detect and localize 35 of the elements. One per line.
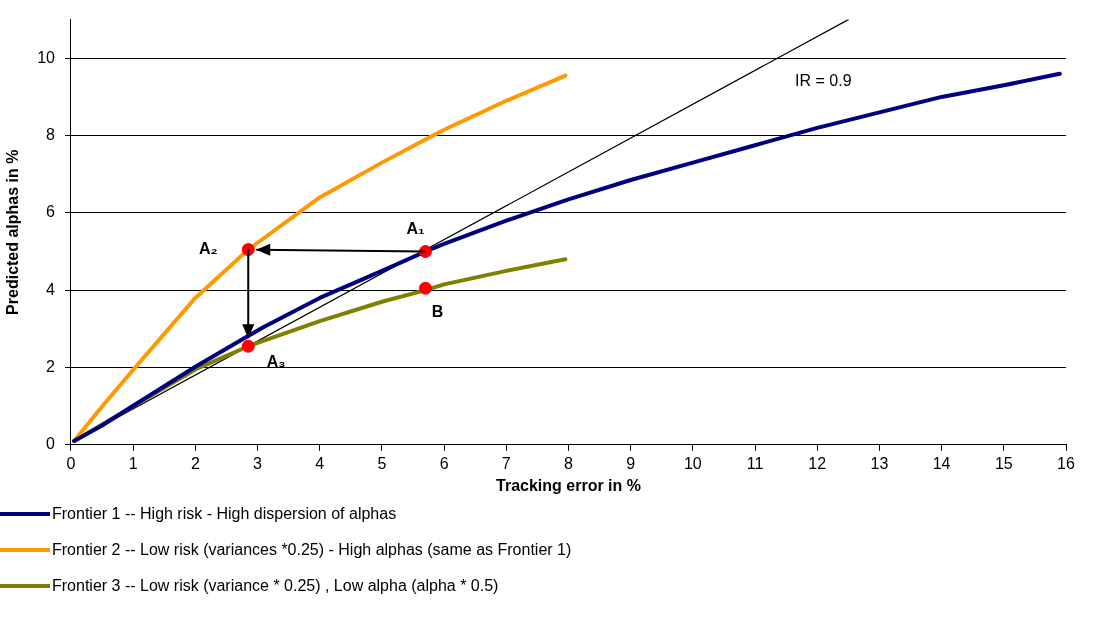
x-tick-label: 16 [1057, 455, 1075, 473]
y-tick-label: 6 [46, 203, 56, 221]
y-tick-label: 10 [37, 48, 56, 66]
x-tick-label: 4 [315, 455, 325, 473]
x-tick-label: 7 [501, 455, 511, 473]
x-tick-label: 3 [253, 455, 263, 473]
y-tick-label: 8 [46, 125, 56, 143]
point [418, 281, 432, 295]
x-tick-label: 10 [683, 455, 702, 473]
legend-label: Frontier 2 -- Low risk (variances *0.25) - High alphas (same as Frontier 1) [52, 541, 572, 559]
x-tick-label: 1 [128, 455, 138, 473]
y-tick-label: 0 [46, 435, 56, 453]
x-tick-label: 15 [994, 455, 1013, 473]
y-tick-label: 2 [46, 357, 56, 375]
x-tick-label: 11 [746, 455, 764, 473]
data-label: A₃ [266, 352, 286, 370]
x-tick-label: 13 [870, 455, 889, 473]
y-axis-title: Predicted alphas in % [4, 149, 22, 315]
y-tick-label: 4 [46, 280, 56, 298]
x-tick-label: 8 [564, 455, 574, 473]
point [241, 339, 255, 353]
x-tick-label: 5 [377, 455, 387, 473]
x-tick-label: 14 [932, 455, 951, 473]
annotation: IR = 0.9 [795, 72, 852, 90]
data-label: B [431, 302, 444, 320]
x-tick-label: 9 [626, 455, 636, 473]
data-label: A₂ [198, 240, 218, 257]
data-label: A₁ [406, 219, 425, 237]
x-tick-label: 2 [190, 455, 200, 473]
legend-label: Frontier 3 -- Low risk (variance * 0.25) , Low alpha (alpha * 0.5) [52, 577, 499, 595]
x-tick-label: 12 [808, 455, 827, 473]
x-tick-label: 0 [66, 455, 76, 473]
x-tick-label: 6 [439, 455, 449, 473]
x-axis-title: Tracking error in % [496, 476, 641, 494]
legend-label: Frontier 1 -- High risk - High dispersion of alphas [52, 505, 397, 523]
